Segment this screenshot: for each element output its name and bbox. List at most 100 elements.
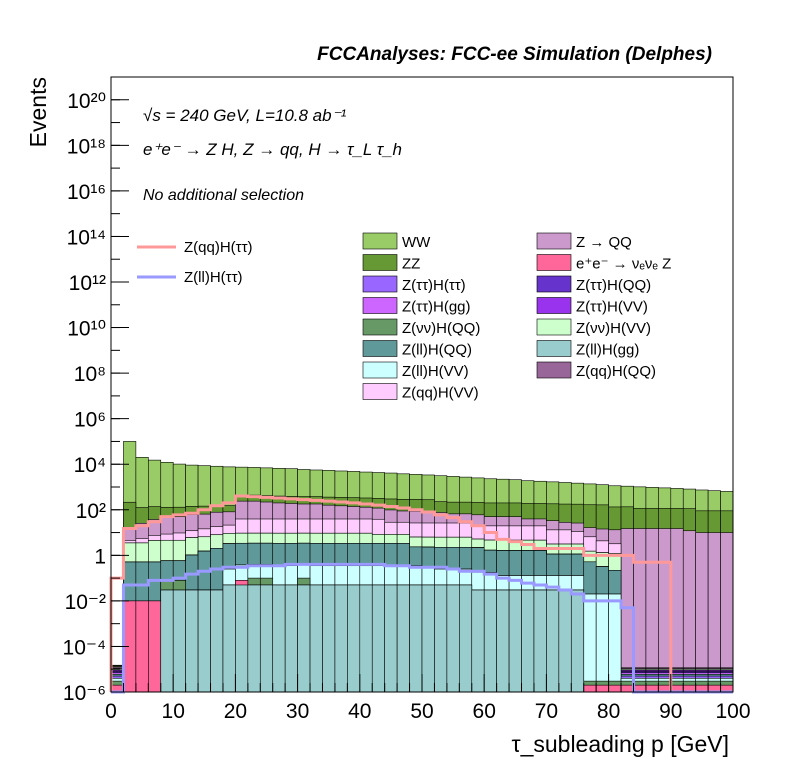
legend-label-ww: WW xyxy=(402,234,431,251)
legend-swatch-ww xyxy=(362,232,398,250)
bar-z-ll-h-gg-bin-16 xyxy=(309,584,323,693)
bar-z-ll-h-gg-bin-19 xyxy=(347,584,361,693)
bar-z-ll-h-gg-bin-29 xyxy=(471,589,485,693)
bar-z-ll-h-vv-bin-40 xyxy=(608,593,622,693)
y-tick-label: 10¹² xyxy=(69,272,106,295)
bar-z-ll-h-gg-bin-12 xyxy=(259,584,274,693)
bar-z-ll-h-gg-bin-6 xyxy=(185,589,199,693)
y-tick-label: 10¹⁸ xyxy=(67,135,106,158)
x-tick-label: 40 xyxy=(348,700,371,723)
bar-z-ll-h-gg-bin-14 xyxy=(284,584,298,693)
legend-label-z-qq-h-vv: Z(qq)H(VV) xyxy=(402,385,479,402)
legend: Z(qq)H(ττ) Z(ll)H(ττ) WW ZZ Z(ττ)H(ττ) Z(ττ)H… xyxy=(137,232,671,402)
x-axis-label: τ_subleading p [GeV] xyxy=(511,731,729,757)
x-tick-label: 100 xyxy=(715,700,750,723)
bar-z-ll-h-gg-bin-8 xyxy=(210,589,224,693)
bar-z-ll-h-gg-bin-31 xyxy=(496,589,510,693)
bar-z-ll-h-gg-bin-5 xyxy=(172,589,186,693)
bar-z-ll-h-gg-bin-7 xyxy=(197,589,211,693)
bar-z-ll-h-gg-bin-4 xyxy=(160,589,174,693)
legend-label-z-h-vv: Z(νν)H(VV) xyxy=(576,320,651,337)
bar-z-ll-h-gg-bin-35 xyxy=(546,589,560,693)
bar-z-ll-h-gg-bin-37 xyxy=(570,589,585,693)
x-tick-label: 50 xyxy=(410,700,433,723)
bar-z-ll-h-gg-bin-36 xyxy=(558,589,572,693)
x-tick-label: 90 xyxy=(659,700,682,723)
energy-annotation: √s = 240 GeV, L=10.8 ab⁻¹ xyxy=(143,106,347,125)
line-z-ll-h xyxy=(111,562,733,694)
legend-label-z-h-gg: Z(ττ)H(gg) xyxy=(402,299,471,316)
chart-title: FCCAnalyses: FCC-ee Simulation (Delphes) xyxy=(317,44,712,65)
x-tick-label: 10 xyxy=(162,700,185,723)
legend-swatch-z-ll-h-vv xyxy=(362,361,398,379)
legend-label-z-qq: Z → QQ xyxy=(576,234,632,251)
y-tick-label: 10⁻⁴ xyxy=(63,636,106,659)
stacked-bars xyxy=(110,441,734,693)
overlay-lines xyxy=(109,494,733,694)
legend-swatch-z-h-qq xyxy=(536,275,572,293)
bar-z-ll-h-gg-bin-34 xyxy=(533,589,547,693)
y-tick-label: 1 xyxy=(94,545,106,568)
bar-e-e-z-bin-40 xyxy=(608,684,622,693)
legend-label-z-qq-h: Z(qq)H(ττ) xyxy=(184,239,253,256)
legend-swatch-z-h-vv xyxy=(536,297,572,314)
process-annotation: e⁺e⁻ → Z H, Z → qq, H → τ_L τ_h xyxy=(143,140,402,159)
y-tick-label: 10¹⁶ xyxy=(67,181,106,204)
bar-z-ll-h-gg-bin-10 xyxy=(235,584,249,693)
bar-z-ll-h-vv-bin-39 xyxy=(595,593,609,693)
legend-label-z-ll-h: Z(ll)H(ττ) xyxy=(184,269,243,286)
bar-e-e-z-bin-38 xyxy=(583,684,597,693)
bar-z-ll-h-gg-bin-24 xyxy=(409,584,423,693)
legend-label-z-h-qq: Z(ττ)H(QQ) xyxy=(576,277,651,294)
y-tick-label: 10¹⁴ xyxy=(67,226,106,249)
legend-swatch-z-h-vv xyxy=(536,318,572,336)
legend-label-zz: ZZ xyxy=(402,256,420,273)
bar-e-e-z-bin-39 xyxy=(595,684,609,693)
bar-z-ll-h-gg-bin-25 xyxy=(421,584,435,693)
bar-e-e-z-bin-2 xyxy=(135,600,149,693)
legend-swatch-zz xyxy=(362,254,398,271)
bar-z-ll-h-gg-bin-9 xyxy=(222,584,236,693)
legend-label-z-h-qq: Z(νν)H(QQ) xyxy=(402,320,480,337)
legend-swatch-z-h-gg xyxy=(362,297,398,314)
legend-label-z-h-vv: Z(ττ)H(VV) xyxy=(576,299,648,316)
legend-label-z-ll-h-gg: Z(ll)H(gg) xyxy=(576,342,639,359)
bar-z-ll-h-gg-bin-30 xyxy=(483,589,497,693)
x-tick-label: 60 xyxy=(473,700,496,723)
bar-z-ll-h-gg-bin-17 xyxy=(322,584,336,693)
legend-swatch-z-qq-h-vv xyxy=(362,383,398,400)
bar-e-e-z-bin-41 xyxy=(620,684,634,693)
selection-annotation: No additional selection xyxy=(143,187,304,204)
bar-z-ll-h-vv-bin-38 xyxy=(583,593,597,693)
legend-label-z-qq-h-qq: Z(qq)H(QQ) xyxy=(576,363,656,380)
legend-label-z-h: Z(ττ)H(ττ) xyxy=(402,277,466,294)
legend-swatch-z-ll-h-qq xyxy=(362,340,398,357)
y-tick-label: 10⁻⁶ xyxy=(63,682,106,705)
bar-z-ll-h-gg-bin-23 xyxy=(396,584,410,693)
bar-e-e-z-bin-3 xyxy=(148,600,162,693)
legend-label-e-e-z: e⁺e⁻ → νₑνₑ Z xyxy=(576,256,671,273)
legend-swatch-z-qq-h-qq xyxy=(536,361,572,379)
y-tick-label: 10² xyxy=(76,500,106,523)
legend-swatch-z-h xyxy=(362,275,398,293)
legend-swatch-z-qq xyxy=(536,232,572,250)
bar-z-ll-h-gg-bin-18 xyxy=(334,584,348,693)
line-z-qq-h xyxy=(109,494,733,694)
legend-swatch-z-h-qq xyxy=(362,318,398,336)
x-tick-label: 20 xyxy=(224,700,247,723)
bar-z-ll-h-gg-bin-21 xyxy=(371,584,385,693)
bar-z-ll-h-gg-bin-20 xyxy=(359,584,373,693)
bar-z-ll-h-gg-bin-11 xyxy=(247,584,261,693)
x-tick-label: 30 xyxy=(286,700,309,723)
legend-swatch-z-ll-h-gg xyxy=(536,340,572,357)
y-tick-label: 10⁸ xyxy=(74,363,106,386)
bar-z-ll-h-gg-bin-26 xyxy=(434,584,448,693)
legend-label-z-ll-h-qq: Z(ll)H(QQ) xyxy=(402,342,472,359)
y-axis-label: Events xyxy=(25,77,51,147)
legend-label-z-ll-h-vv: Z(ll)H(VV) xyxy=(402,363,469,380)
x-tick-label: 0 xyxy=(105,700,117,723)
bar-z-ll-h-gg-bin-32 xyxy=(508,589,522,693)
bar-z-ll-h-gg-bin-27 xyxy=(446,584,460,693)
y-tick-label: 10²⁰ xyxy=(67,90,106,113)
y-tick-label: 10¹⁰ xyxy=(67,318,106,341)
